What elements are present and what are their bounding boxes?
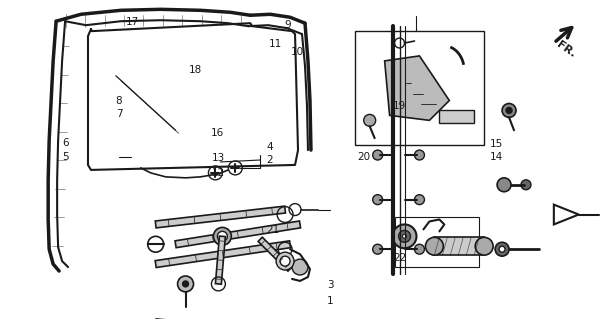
- Circle shape: [402, 234, 407, 238]
- Text: 4: 4: [267, 142, 273, 152]
- Bar: [439, 110, 474, 123]
- Text: 2: 2: [267, 155, 273, 165]
- Circle shape: [415, 195, 424, 204]
- Text: 18: 18: [189, 65, 202, 75]
- Circle shape: [218, 231, 227, 241]
- Text: 16: 16: [211, 128, 224, 138]
- Circle shape: [364, 114, 376, 126]
- Circle shape: [178, 276, 193, 292]
- Circle shape: [521, 180, 531, 190]
- Circle shape: [373, 150, 382, 160]
- Circle shape: [415, 150, 424, 160]
- Text: 22: 22: [393, 253, 406, 263]
- Polygon shape: [175, 221, 301, 248]
- Bar: [435, 237, 484, 255]
- Polygon shape: [385, 56, 449, 120]
- Circle shape: [415, 244, 424, 254]
- Text: 9: 9: [285, 20, 291, 30]
- Text: 15: 15: [490, 139, 502, 149]
- Text: 6: 6: [62, 138, 69, 148]
- Polygon shape: [215, 236, 225, 284]
- Circle shape: [182, 281, 188, 287]
- Bar: [395, 218, 479, 267]
- Text: 10: 10: [290, 47, 304, 57]
- Polygon shape: [155, 241, 290, 268]
- Circle shape: [495, 242, 509, 256]
- Circle shape: [475, 237, 493, 255]
- Text: 14: 14: [490, 152, 502, 162]
- Text: 21: 21: [266, 225, 279, 235]
- Bar: [355, 31, 484, 145]
- Circle shape: [213, 228, 231, 245]
- Text: 7: 7: [116, 109, 122, 119]
- Polygon shape: [258, 237, 292, 271]
- Text: 1: 1: [327, 296, 333, 306]
- Circle shape: [499, 246, 505, 252]
- Circle shape: [425, 237, 444, 255]
- Circle shape: [497, 178, 511, 192]
- Circle shape: [506, 108, 512, 113]
- Text: 8: 8: [116, 96, 122, 106]
- Text: 20: 20: [357, 152, 370, 162]
- Text: 11: 11: [269, 39, 282, 49]
- Circle shape: [276, 252, 294, 270]
- Circle shape: [399, 230, 410, 242]
- Text: FR.: FR.: [555, 39, 578, 59]
- Text: 19: 19: [393, 101, 406, 111]
- Text: 13: 13: [212, 153, 225, 164]
- Text: 17: 17: [126, 17, 139, 27]
- Text: 5: 5: [62, 152, 69, 162]
- Text: 12: 12: [212, 168, 225, 178]
- Circle shape: [393, 224, 416, 248]
- Circle shape: [502, 103, 516, 117]
- Circle shape: [280, 256, 290, 266]
- Circle shape: [292, 259, 308, 275]
- Circle shape: [373, 195, 382, 204]
- Text: 3: 3: [327, 280, 333, 290]
- Polygon shape: [155, 206, 285, 228]
- Circle shape: [373, 244, 382, 254]
